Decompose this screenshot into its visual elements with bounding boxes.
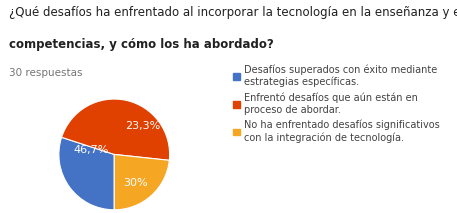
Text: 46,7%: 46,7% <box>73 145 109 155</box>
Wedge shape <box>59 137 114 210</box>
Text: ¿Qué desafíos ha enfrentado al incorporar la tecnología en la enseñanza y evalua: ¿Qué desafíos ha enfrentado al incorpora… <box>9 6 457 19</box>
Text: 30 respuestas: 30 respuestas <box>9 68 83 78</box>
Wedge shape <box>114 154 169 210</box>
Wedge shape <box>62 99 170 160</box>
Text: competencias, y cómo los ha abordado?: competencias, y cómo los ha abordado? <box>9 38 274 51</box>
Text: 23,3%: 23,3% <box>125 121 161 131</box>
Legend: Desafíos superados con éxito mediante
estrategias específicas., Enfrentó desafío: Desafíos superados con éxito mediante es… <box>234 65 440 143</box>
Text: 30%: 30% <box>123 178 148 188</box>
